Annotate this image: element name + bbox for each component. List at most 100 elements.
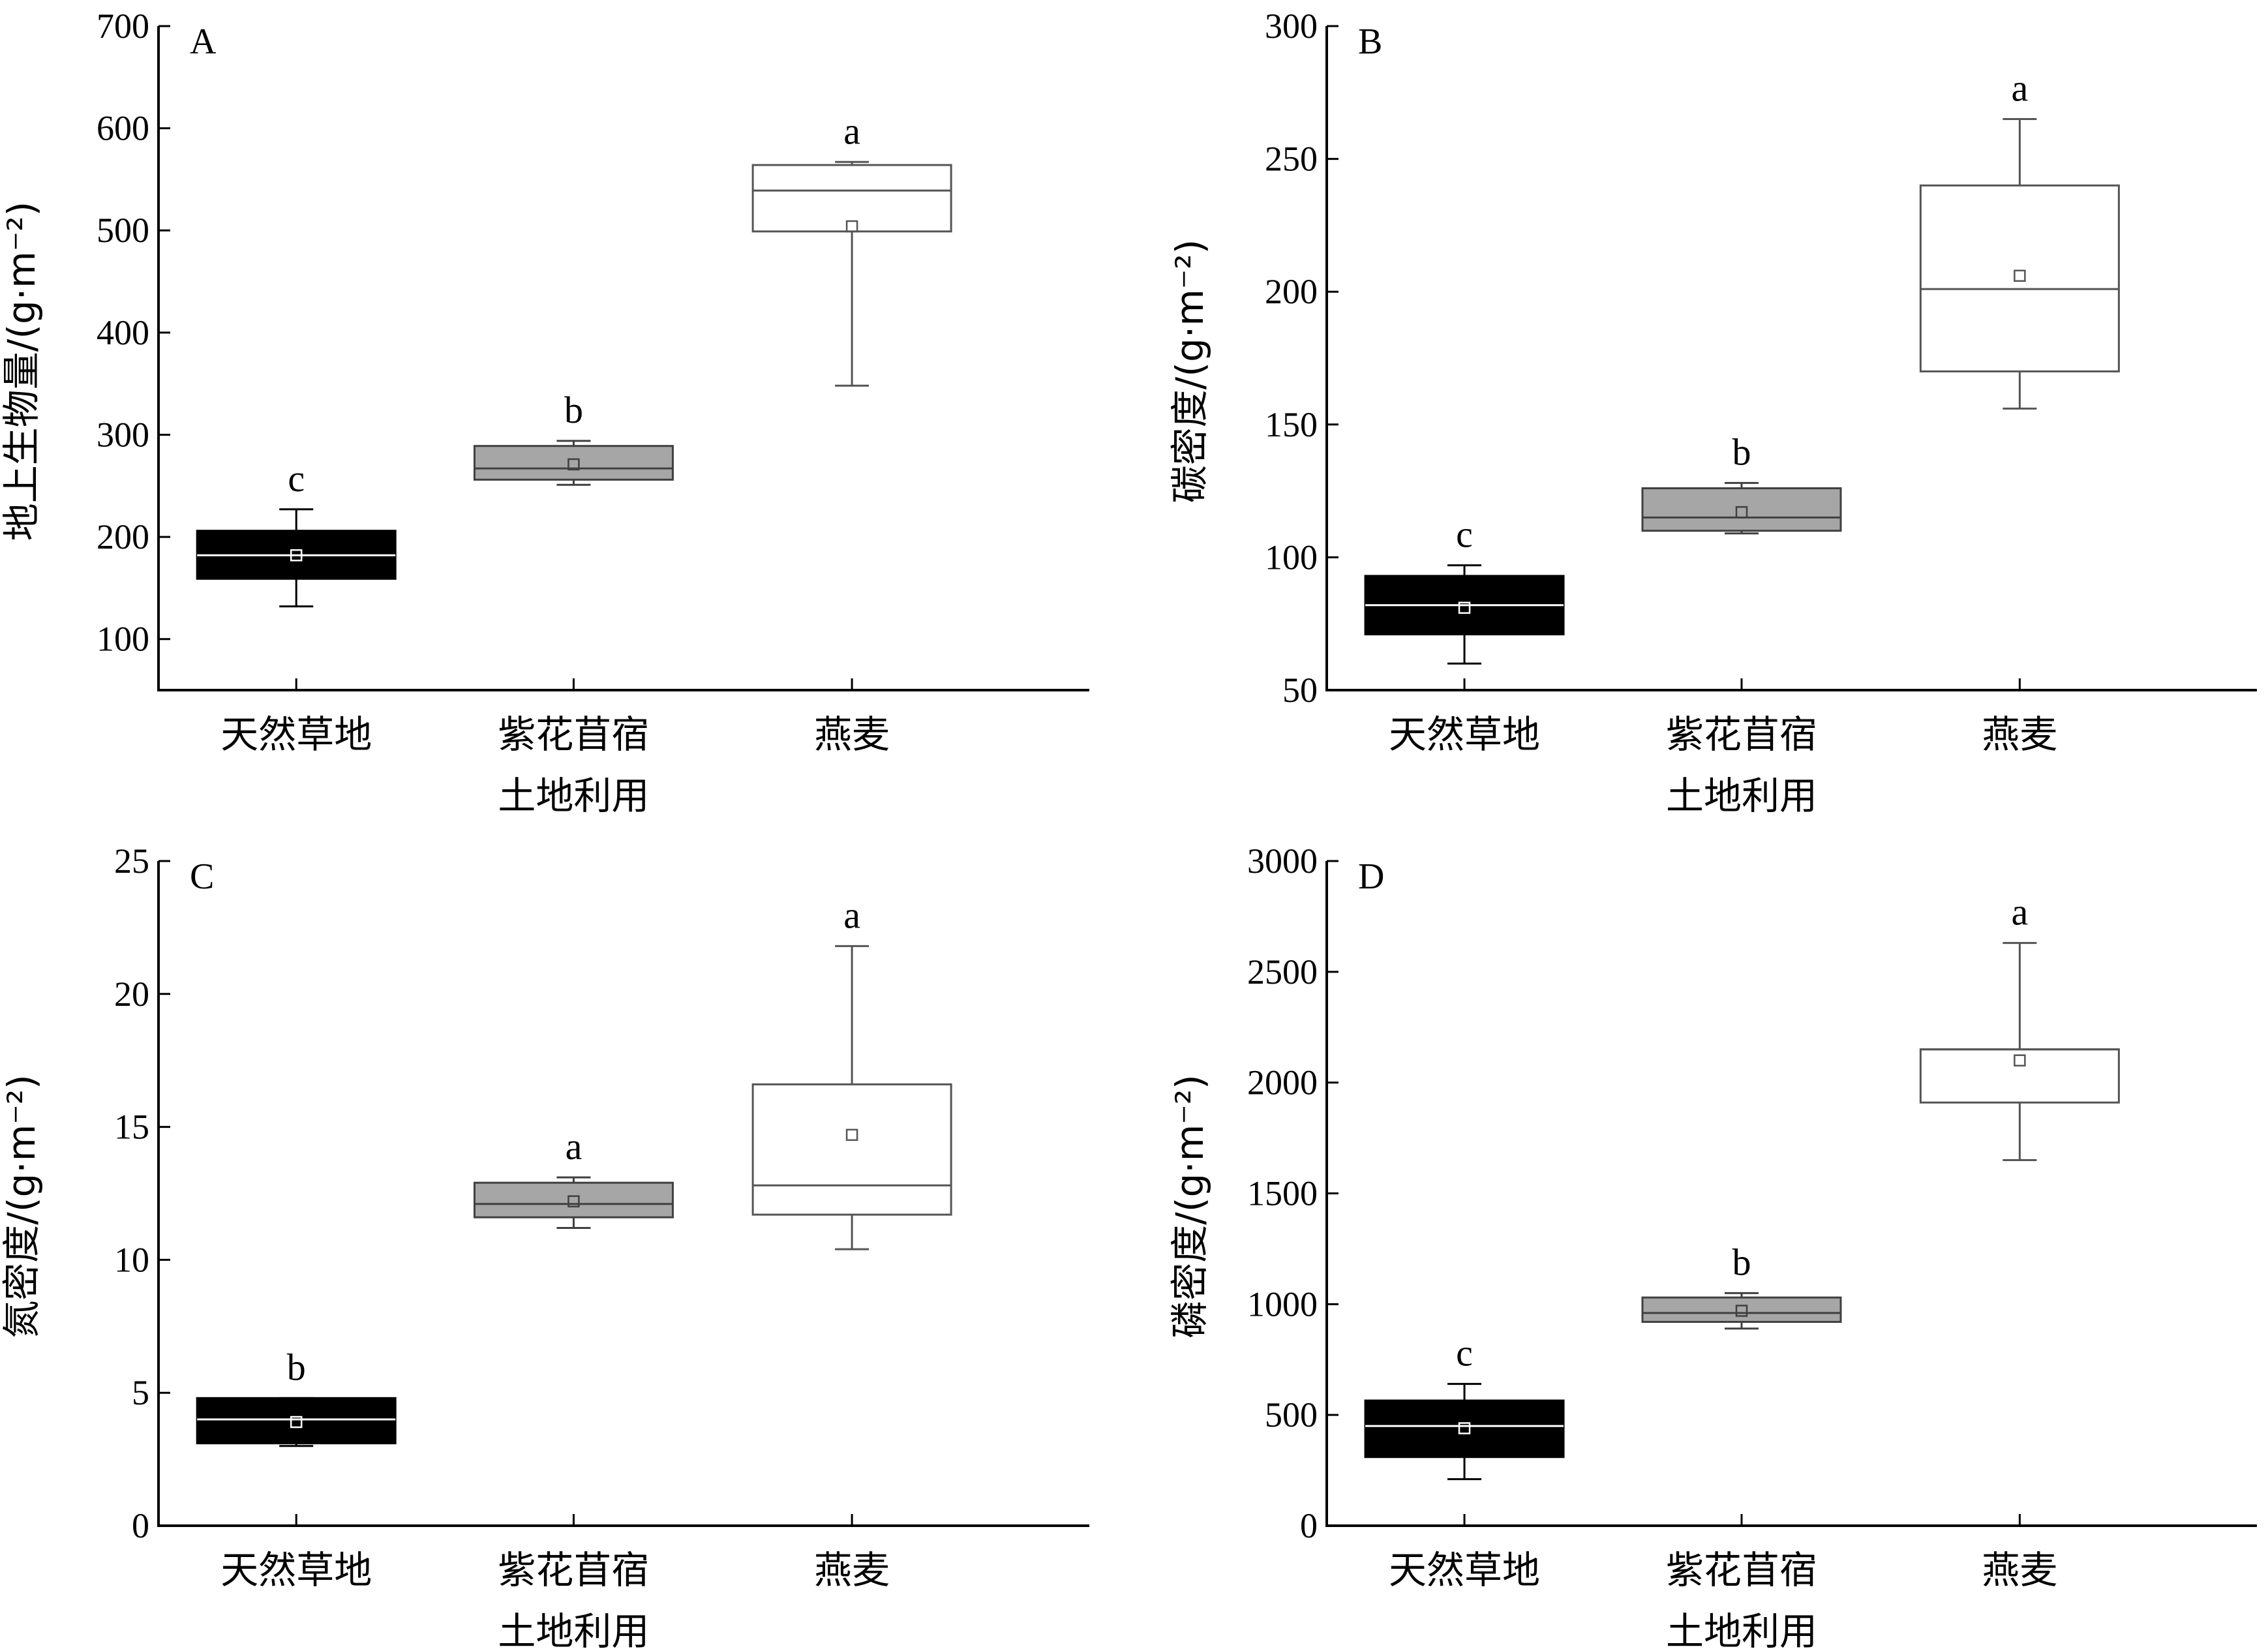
x-category-label: 紫花苜宿 <box>1666 1548 1817 1592</box>
box-3: a <box>751 894 952 1250</box>
significance-letter: a <box>2011 891 2028 933</box>
mean-marker <box>845 220 858 233</box>
y-tick-label: 300 <box>1265 7 1318 46</box>
mean-marker <box>1735 506 1748 519</box>
x-category-label: 燕麦 <box>1982 1548 2057 1592</box>
mean-marker <box>290 549 303 562</box>
x-category-label: 燕麦 <box>1982 712 2057 757</box>
box-2: b <box>1641 1241 1842 1330</box>
y-tick-label: 10 <box>114 1240 149 1279</box>
box-1: c <box>196 457 397 608</box>
panel-label: D <box>1358 856 1384 897</box>
box-iqr <box>473 445 674 481</box>
y-tick-label: 250 <box>1265 140 1318 179</box>
y-tick-label: 5 <box>132 1373 149 1412</box>
mean-marker <box>567 1195 580 1207</box>
x-category-label: 紫花苜宿 <box>498 1548 649 1592</box>
significance-letter: c <box>1456 513 1473 556</box>
y-tick-label: 400 <box>97 313 149 352</box>
box-iqr <box>473 1181 674 1218</box>
y-tick-label: 100 <box>97 620 149 659</box>
mean-marker <box>2014 269 2026 282</box>
mean-marker <box>1458 601 1471 614</box>
box-iqr <box>1919 1048 2120 1104</box>
box-iqr <box>1919 184 2120 372</box>
significance-letter: a <box>843 110 860 152</box>
y-tick-label: 700 <box>97 7 149 46</box>
mean-marker <box>1735 1305 1748 1317</box>
panel-label: A <box>190 22 217 62</box>
y-tick-label: 0 <box>1300 1506 1318 1545</box>
x-axis-title: 土地利用 <box>1666 1609 1817 1649</box>
box-1: c <box>1364 513 1565 665</box>
mean-marker <box>1458 1422 1471 1434</box>
y-tick-label: 20 <box>114 975 149 1014</box>
y-axis-title: 磷密度/(g·m⁻²) <box>1168 1074 1212 1338</box>
y-tick-label: 150 <box>1265 405 1318 444</box>
significance-letter: a <box>843 894 860 936</box>
box-iqr <box>1364 1399 1565 1459</box>
y-tick-label: 3000 <box>1247 841 1318 881</box>
x-category-label: 紫花苜宿 <box>1666 712 1817 757</box>
significance-letter: b <box>564 389 583 431</box>
x-category-label: 燕麦 <box>814 1548 890 1592</box>
box-1: c <box>1364 1332 1565 1481</box>
mean-marker <box>567 458 580 471</box>
significance-letter: b <box>1732 431 1751 473</box>
box-2: b <box>1641 431 1842 535</box>
significance-letter: c <box>288 457 305 500</box>
panel-label: B <box>1358 22 1382 62</box>
y-axis-title: 氮密度/(g·m⁻²) <box>0 1074 44 1338</box>
significance-letter: c <box>1456 1332 1473 1374</box>
box-3: a <box>1919 891 2120 1162</box>
y-tick-label: 200 <box>97 517 149 556</box>
panel-label: C <box>190 856 214 897</box>
x-category-label: 紫花苜宿 <box>498 712 649 757</box>
box-3: a <box>1919 67 2120 410</box>
y-tick-label: 2000 <box>1247 1063 1318 1102</box>
y-tick-label: 15 <box>114 1108 149 1147</box>
x-axis-title: 土地利用 <box>498 1609 649 1649</box>
x-axis-title: 土地利用 <box>498 774 649 818</box>
x-category-label: 天然草地 <box>1389 1548 1540 1592</box>
box-1: b <box>196 1346 397 1447</box>
mean-marker <box>290 1415 303 1429</box>
significance-letter: b <box>1732 1241 1751 1283</box>
y-tick-label: 1500 <box>1247 1174 1318 1213</box>
x-category-label: 燕麦 <box>814 712 890 757</box>
y-tick-label: 300 <box>97 415 149 454</box>
y-axis-title: 碳密度/(g·m⁻²) <box>1168 239 1212 503</box>
y-tick-label: 50 <box>1282 671 1318 710</box>
y-tick-label: 0 <box>132 1506 149 1545</box>
x-category-label: 天然草地 <box>220 712 372 757</box>
mean-marker <box>845 1128 858 1142</box>
y-tick-label: 200 <box>1265 272 1318 311</box>
box-iqr <box>196 1397 397 1445</box>
y-tick-label: 500 <box>1265 1395 1318 1434</box>
x-axis-title: 土地利用 <box>1666 774 1817 818</box>
y-tick-label: 500 <box>97 211 149 250</box>
box-iqr <box>1641 487 1842 532</box>
significance-letter: a <box>566 1125 582 1168</box>
x-category-label: 天然草地 <box>220 1548 372 1592</box>
x-category-label: 天然草地 <box>1389 712 1540 757</box>
box-2: a <box>473 1125 674 1229</box>
significance-letter: a <box>2011 67 2028 110</box>
mean-marker <box>2014 1054 2026 1067</box>
y-tick-label: 600 <box>97 109 149 148</box>
y-axis-title: 地上生物量/(g·m⁻²) <box>0 202 44 541</box>
y-tick-label: 2500 <box>1247 952 1318 991</box>
y-tick-label: 1000 <box>1247 1284 1318 1324</box>
box-2: b <box>473 389 674 486</box>
y-tick-label: 25 <box>114 841 149 881</box>
y-tick-label: 100 <box>1265 537 1318 577</box>
box-iqr <box>751 1083 952 1216</box>
box-iqr <box>1641 1296 1842 1324</box>
box-3: a <box>751 110 952 387</box>
significance-letter: b <box>287 1346 306 1388</box>
